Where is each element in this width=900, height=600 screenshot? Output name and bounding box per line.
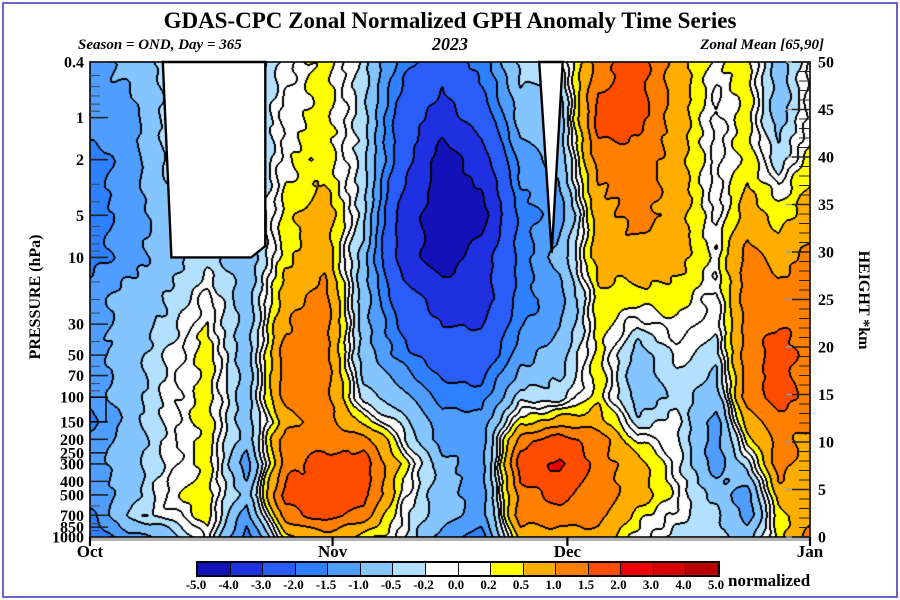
- colorbar-tick-label: -2.0: [283, 577, 304, 592]
- colorbar: [196, 561, 720, 577]
- colorbar-tick-label: 0.0: [447, 577, 465, 592]
- pressure-tick-label: 150: [60, 414, 84, 431]
- colorbar-tick-label: -4.0: [218, 577, 239, 592]
- colorbar-tick-label: 3.0: [642, 577, 660, 592]
- colorbar-segment: [198, 563, 231, 575]
- pressure-tick-label: 1000: [52, 530, 84, 547]
- colorbar-tick-label: -5.0: [185, 577, 207, 592]
- colorbar-segment: [653, 563, 687, 575]
- zonal-mean-label: Zonal Mean [65,90]: [700, 37, 824, 53]
- pressure-tick-label: 0.4: [64, 55, 84, 72]
- colorbar-segment: [425, 563, 459, 575]
- colorbar-segment: [393, 563, 426, 575]
- colorbar-tick-label: 1.5: [577, 577, 595, 592]
- colorbar-tick-label: 0.2: [480, 577, 497, 592]
- colorbar-segment: [328, 563, 361, 575]
- colorbar-segment: [458, 563, 492, 575]
- normalized-unit-label: normalized: [728, 571, 811, 590]
- height-tick-label: 5: [818, 482, 826, 499]
- month-label: Nov: [318, 542, 348, 561]
- colorbar-tick-label: 5.0: [707, 577, 725, 592]
- height-axis-title: HEIGHT *km: [855, 250, 872, 350]
- pressure-tick-label: 1: [76, 110, 84, 127]
- contour-field: [90, 62, 810, 537]
- pressure-tick-label: 200: [60, 432, 84, 449]
- pressure-tick-label: 850: [60, 520, 84, 537]
- colorbar-tick-label: -0.2: [413, 577, 434, 592]
- colorbar-segment: [230, 563, 264, 575]
- pressure-tick-label: 500: [60, 487, 84, 504]
- height-tick-label: 20: [818, 340, 834, 357]
- pressure-tick-label: 400: [60, 474, 84, 491]
- colorbar-tick-label: -0.5: [380, 577, 402, 592]
- pressure-tick-label: 2: [76, 152, 84, 169]
- pressure-tick-label: 70: [68, 368, 84, 385]
- colorbar-tick-label: 4.0: [675, 577, 692, 592]
- height-tick-label: 35: [818, 197, 834, 214]
- height-tick-label: 10: [818, 435, 834, 452]
- height-tick-label: 15: [818, 387, 834, 404]
- month-label: Oct: [77, 542, 104, 561]
- colorbar-segment: [491, 563, 524, 575]
- height-tick-label: 30: [818, 245, 834, 262]
- season-label: Season = OND, Day = 365: [78, 37, 242, 53]
- colorbar-segment: [360, 563, 394, 575]
- colorbar-tick-label: -1.5: [315, 577, 337, 592]
- pressure-axis-title: PRESSURE (hPa): [27, 234, 44, 360]
- colorbar-tick-label: 0.5: [512, 577, 530, 592]
- height-tick-label: 0: [818, 530, 826, 547]
- height-tick-label: 25: [818, 292, 834, 309]
- colorbar-tick-label: 2.0: [610, 577, 627, 592]
- colorbar-segment: [686, 563, 718, 575]
- colorbar-segment: [523, 563, 557, 575]
- pressure-tick-label: 30: [68, 317, 84, 334]
- colorbar-tick-label: 1.0: [545, 577, 562, 592]
- colorbar-segment: [295, 563, 329, 575]
- height-tick-label: 45: [818, 102, 834, 119]
- colorbar-tick-label: -1.0: [348, 577, 369, 592]
- pressure-tick-label: 250: [60, 445, 84, 462]
- pressure-tick-label: 300: [60, 456, 84, 473]
- pressure-tick-label: 10: [68, 250, 84, 267]
- colorbar-segment: [621, 563, 654, 575]
- colorbar-segment: [556, 563, 589, 575]
- month-label: Jan: [797, 542, 824, 561]
- month-label: Dec: [554, 542, 582, 561]
- pressure-tick-label: 50: [68, 348, 84, 365]
- colorbar-tick-label: -3.0: [250, 577, 272, 592]
- chart-title: GDAS-CPC Zonal Normalized GPH Anomaly Ti…: [163, 8, 737, 33]
- bottom-axis-band: [89, 538, 811, 541]
- colorbar-segment: [263, 563, 296, 575]
- colorbar-segment: [588, 563, 622, 575]
- height-tick-label: 50: [818, 55, 834, 72]
- pressure-tick-label: 100: [60, 390, 84, 407]
- pressure-tick-label: 5: [76, 208, 84, 225]
- year-label: 2023: [432, 34, 468, 54]
- height-tick-label: 40: [818, 150, 834, 167]
- pressure-tick-label: 700: [60, 508, 84, 525]
